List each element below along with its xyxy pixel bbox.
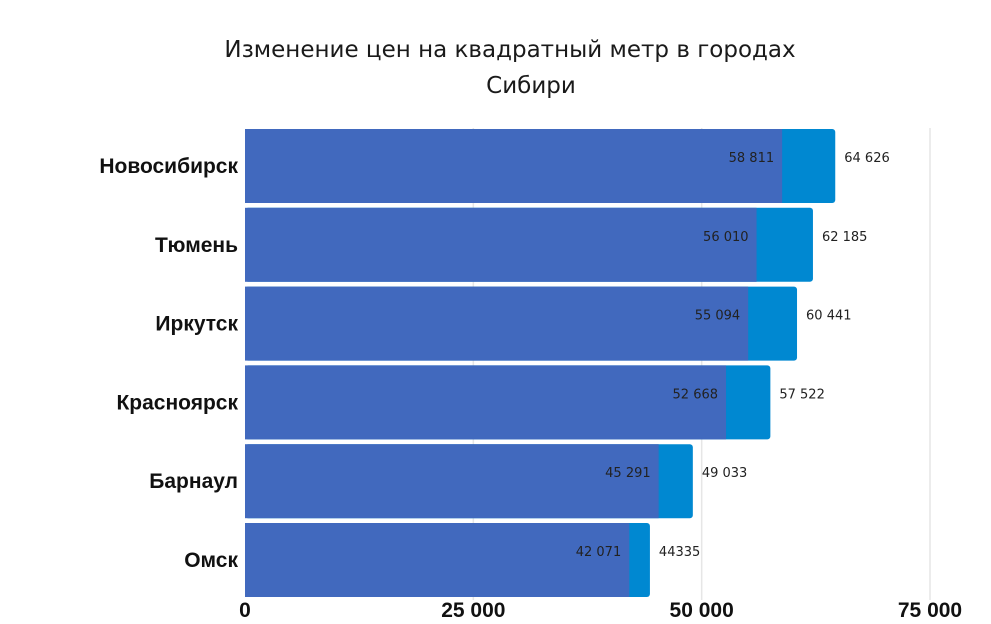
x-tick-label-0: 0 (239, 599, 251, 622)
data-label-series1-1: 62 185 (822, 230, 868, 245)
gridlines (472, 128, 931, 600)
chart-title-line-1: Изменение цен на квадратный метр в город… (224, 37, 795, 63)
bar-series2-3 (245, 365, 727, 440)
category-label-4: Барнаул (149, 470, 238, 493)
category-label-0: Новосибирск (99, 155, 238, 178)
category-label-3: Красноярск (116, 391, 238, 414)
value-axis: 0 25 000 50 000 75 000 (239, 599, 962, 622)
data-label-series2-4: 45 291 (605, 466, 651, 481)
data-label-series1-5: 44335 (659, 545, 700, 560)
category-axis: Новосибирск Тюмень Иркутск Красноярск Барнау… (99, 155, 238, 572)
category-label-5: Омск (184, 549, 238, 572)
bar-series2-5 (245, 523, 630, 597)
data-labels: 64 626 58 811 62 185 56 010 60 441 55 094 57 5… (576, 151, 890, 560)
data-label-series2-3: 52 668 (673, 387, 719, 402)
data-label-series1-3: 57 522 (779, 387, 825, 402)
x-tick-label-1: 25 000 (441, 599, 505, 622)
bar-series2-2 (245, 286, 749, 361)
bar-series2-1 (245, 207, 757, 282)
data-label-series1-2: 60 441 (806, 309, 852, 324)
category-label-2: Иркутск (155, 313, 238, 336)
data-label-series1-0: 64 626 (844, 151, 890, 166)
x-tick-label-3: 75 000 (898, 599, 962, 622)
data-label-series2-1: 56 010 (703, 230, 749, 245)
chart-title-line-2: Сибири (486, 73, 576, 99)
data-label-series2-2: 55 094 (695, 309, 741, 324)
bar-series2-4 (245, 444, 659, 519)
data-label-series2-5: 42 071 (576, 545, 622, 560)
category-label-1: Тюмень (155, 234, 238, 257)
bars (245, 129, 836, 597)
chart-title: Изменение цен на квадратный метр в город… (224, 37, 795, 99)
x-tick-label-2: 50 000 (670, 599, 734, 622)
data-label-series1-4: 49 033 (702, 466, 748, 481)
bar-series2-0 (245, 129, 783, 203)
data-label-series2-0: 58 811 (729, 151, 775, 166)
